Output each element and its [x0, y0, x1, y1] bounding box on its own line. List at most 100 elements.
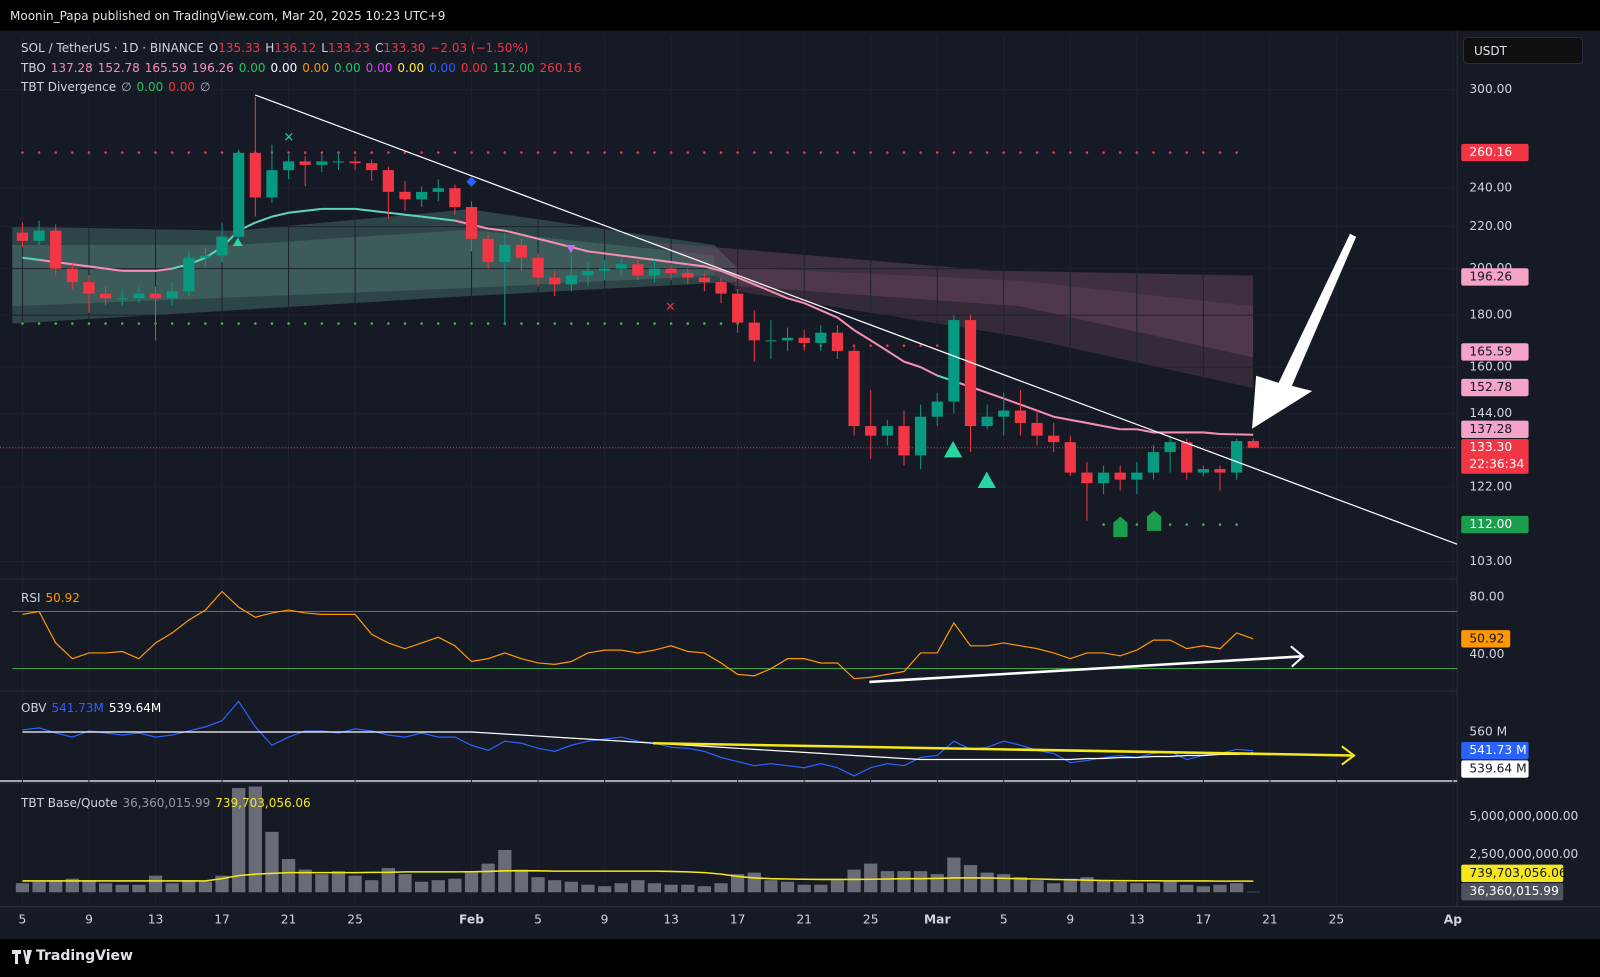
x-tick-label: 13 [148, 912, 164, 926]
x-tick-label: 21 [796, 912, 812, 926]
x-tick-label: Ap [1444, 912, 1462, 926]
ohlc-key: H [265, 41, 275, 55]
axis-badge-label: 36,360,015.99 [1469, 884, 1558, 898]
volume-bar [148, 875, 163, 893]
candle-body [399, 191, 411, 200]
volume-bar [1196, 886, 1210, 893]
volume-bar [631, 880, 645, 893]
signal-marker [232, 237, 243, 247]
candle-body [948, 320, 960, 402]
volume-bar [165, 883, 179, 893]
x-tick-label: 21 [1262, 912, 1278, 926]
x-tick-label: 25 [347, 912, 363, 926]
marks: 5 9 13 17 21 25 Feb 5 9 13 17 21 25 Mar 5 9 13 17 21 25 Ap 30… [0, 30, 1600, 926]
y-tick-label: 220.00 [1469, 219, 1512, 233]
axis-badge-label: 133.30 [1469, 440, 1512, 454]
axis-badge-label: 196.26 [1469, 269, 1512, 283]
axis-badge-label: 137.28 [1469, 422, 1512, 436]
tbo-value: 0.00 [333, 61, 361, 75]
moving-average [836, 316, 855, 331]
volume-ma [22, 870, 1254, 882]
candle-body [881, 426, 893, 436]
candle-body [1197, 469, 1209, 473]
candle-body [1031, 422, 1043, 436]
symbol: SOL / TetherUS · 1D · BINANCE [21, 41, 204, 55]
tbo-value: 137.28 [50, 61, 93, 75]
candle-body [915, 416, 927, 456]
price-change: −2.03 (−1.50%) [430, 41, 529, 55]
moving-average [1203, 431, 1221, 436]
y-tick-label: 80.00 [1469, 590, 1504, 604]
moving-average [820, 309, 838, 319]
candle-body [465, 206, 478, 239]
axis-badge-label: 539.64 M [1469, 762, 1526, 776]
signal-marker: × [665, 299, 676, 314]
axis-badge [1461, 268, 1529, 286]
candle-body [1214, 469, 1226, 473]
candle-body [532, 257, 544, 278]
axis-badge-label: 152.78 [1469, 380, 1512, 394]
obv-trend-arrow [653, 741, 1353, 757]
volume-bar [115, 884, 129, 893]
candle-body [665, 268, 677, 274]
ohlc-value: 133.23 [327, 41, 370, 55]
volume-bar [431, 880, 445, 893]
volume-bar [747, 872, 761, 893]
rsi-value: 50.92 [45, 591, 80, 605]
candle-body [366, 163, 378, 171]
candle-body [1114, 472, 1126, 480]
obv-value: 539.64M [108, 701, 162, 715]
volume-bar [49, 880, 63, 893]
volume-bar [847, 869, 861, 893]
candle-body [233, 152, 245, 237]
tbo-legend: TBO 137.28 152.78 165.59 196.26 0.00 0.00 0.00 0… [21, 61, 582, 75]
volume-bar [930, 874, 944, 893]
moving-average [853, 329, 872, 342]
currency-button[interactable]: USDT [1463, 37, 1583, 64]
moving-average [288, 209, 306, 214]
volume-bar [1113, 881, 1127, 893]
moving-average [604, 252, 622, 257]
moving-average [587, 250, 605, 255]
rsi-trend-arrow [869, 655, 1302, 684]
volume-bar [464, 871, 479, 893]
candle-body [1164, 442, 1176, 453]
tbo-value: 112.00 [492, 61, 535, 75]
ohlc-value: 135.33 [218, 41, 261, 55]
tbo-value: 260.16 [539, 61, 582, 75]
x-tick-label: 9 [601, 912, 609, 926]
x-tick-label: 17 [214, 912, 230, 926]
volume-bar [514, 869, 529, 893]
candle-body [931, 401, 943, 417]
volume-bar [198, 881, 213, 893]
axis-badge [1461, 864, 1564, 883]
candle-body [299, 161, 311, 165]
moving-average [155, 267, 173, 272]
volume-bar [548, 880, 562, 893]
moving-average [1053, 415, 1071, 421]
divergence-value: 0.00 [168, 80, 195, 94]
tbo-value: 196.26 [191, 61, 234, 75]
tbo-value: 0.00 [397, 61, 425, 75]
volume-bar [864, 863, 878, 893]
volume-bar [248, 786, 262, 893]
volume-bar [232, 788, 246, 893]
moving-average [670, 261, 688, 266]
x-tick-label: 5 [19, 912, 27, 926]
indicator-name: TBO [21, 61, 46, 75]
moving-average [704, 265, 722, 272]
candle-body [16, 232, 29, 241]
volume-bar [281, 859, 296, 893]
x-tick-label: Mar [924, 912, 950, 926]
volume-bar [1030, 880, 1044, 893]
y-tick-label: 160.00 [1469, 360, 1512, 374]
axis-badge-label: 112.00 [1469, 517, 1512, 531]
volume-bar [65, 878, 79, 893]
y-tick-label: 560 M [1469, 724, 1507, 738]
volume-bar [32, 881, 46, 893]
candle-body [698, 277, 710, 283]
candle-body [183, 257, 195, 292]
volume-bar [714, 883, 728, 893]
tbo-value: 0.00 [460, 61, 488, 75]
candle-body [865, 426, 877, 436]
